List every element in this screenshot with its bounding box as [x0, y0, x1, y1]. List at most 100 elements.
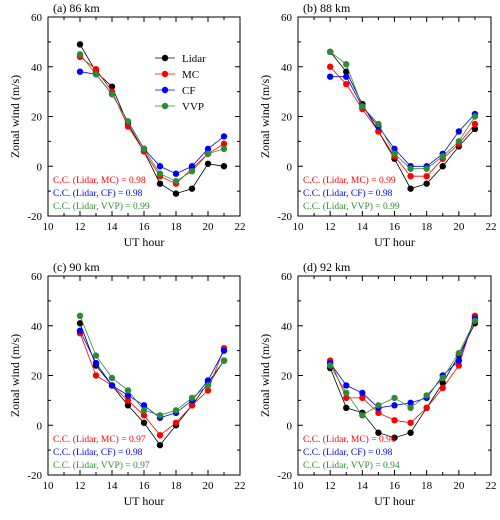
- x-tick-label: 10: [293, 221, 305, 233]
- series-line-vvp: [79, 315, 225, 416]
- series-line-mc: [79, 56, 225, 185]
- y-tick-label: 60: [31, 271, 43, 283]
- data-point-vvp: [423, 392, 430, 399]
- data-point-vvp: [220, 357, 228, 364]
- data-point-vvp: [359, 103, 366, 110]
- data-point-lidar: [172, 190, 180, 197]
- data-point-mc: [343, 394, 350, 402]
- data-point-lidar: [407, 429, 414, 436]
- x-axis-label: UT hour: [374, 494, 415, 508]
- data-point-mc: [343, 80, 350, 88]
- x-axis-label: UT hour: [124, 235, 165, 249]
- data-point-mc: [375, 128, 382, 135]
- data-point-vvp: [343, 61, 350, 68]
- x-tick-label: 12: [325, 480, 336, 492]
- data-point-vvp: [124, 118, 132, 125]
- data-point-vvp: [188, 168, 196, 175]
- data-point-lidar: [375, 429, 382, 436]
- x-tick-label: 18: [171, 480, 183, 492]
- legend-marker: [161, 102, 169, 110]
- x-tick-label: 16: [139, 221, 151, 233]
- series-line-cf: [329, 318, 476, 409]
- data-point-mc: [188, 402, 196, 409]
- data-point-vvp: [76, 51, 84, 58]
- data-point-cf: [343, 73, 350, 80]
- y-axis-label: Zonal wind (m/s): [8, 75, 22, 158]
- data-point-cf: [326, 73, 334, 80]
- x-axis-label: UT hour: [374, 235, 415, 249]
- data-point-lidar: [220, 163, 228, 170]
- data-point-lidar: [76, 41, 84, 48]
- correlation-annotation: C.C. (Lidar, VVP) = 0.99: [53, 201, 150, 212]
- data-point-cf: [140, 402, 148, 409]
- y-tick-label: 60: [31, 12, 43, 24]
- data-point-mc: [391, 417, 398, 424]
- x-tick-label: 22: [235, 480, 246, 492]
- x-tick-label: 12: [325, 221, 336, 233]
- data-point-cf: [156, 163, 164, 170]
- data-point-vvp: [326, 362, 334, 369]
- data-point-vvp: [204, 150, 212, 158]
- legend-marker: [161, 54, 169, 62]
- data-point-lidar: [124, 402, 132, 409]
- series-line-mc: [79, 333, 225, 436]
- data-point-vvp: [343, 389, 350, 397]
- data-point-vvp: [188, 394, 196, 402]
- panel-3: 10 12 14 16 18 20 22 -20 0 20 40 60 (c) 90 km UT hour…: [8, 260, 246, 508]
- data-point-vvp: [471, 317, 479, 324]
- data-point-cf: [92, 359, 100, 367]
- x-tick-label: 14: [357, 221, 369, 233]
- y-axis-label: Zonal wind (m/s): [8, 334, 22, 417]
- y-tick-label: -20: [27, 470, 42, 482]
- data-point-vvp: [92, 71, 100, 78]
- data-point-vvp: [156, 170, 164, 177]
- y-tick-label: 40: [281, 321, 293, 333]
- series-line-vvp: [329, 51, 476, 170]
- data-point-lidar: [76, 320, 84, 327]
- data-point-vvp: [439, 153, 446, 160]
- data-point-mc: [423, 173, 430, 180]
- x-tick-label: 22: [486, 221, 497, 233]
- series-line-vvp: [79, 54, 225, 182]
- data-point-vvp: [391, 394, 398, 402]
- panel-1: 10 12 14 16 18 20 22 -20 0 20 40 60 (a) 86 km UT hour…: [8, 1, 246, 249]
- data-point-cf: [455, 128, 463, 135]
- y-tick-label: 20: [281, 371, 293, 383]
- data-point-cf: [204, 145, 212, 153]
- plot-frame: [297, 275, 492, 476]
- y-tick-label: 0: [287, 420, 293, 432]
- data-point-vvp: [407, 165, 414, 172]
- x-axis-label: UT hour: [124, 494, 165, 508]
- data-point-mc: [156, 432, 164, 439]
- y-tick-label: 40: [31, 321, 43, 333]
- y-tick-label: 20: [31, 371, 43, 383]
- y-tick-label: 60: [281, 12, 293, 24]
- x-tick-label: 20: [453, 221, 465, 233]
- x-tick-label: 14: [357, 480, 369, 492]
- data-point-mc: [439, 384, 446, 392]
- data-point-vvp: [375, 120, 382, 128]
- data-point-vvp: [140, 407, 148, 414]
- series-line-lidar: [329, 51, 476, 190]
- x-tick-label: 12: [75, 480, 86, 492]
- data-point-vvp: [76, 312, 84, 319]
- data-point-mc: [172, 419, 180, 426]
- data-point-lidar: [108, 83, 116, 90]
- data-point-mc: [92, 372, 100, 379]
- y-tick-label: 0: [37, 161, 43, 173]
- plot-frame: [47, 275, 241, 476]
- y-tick-label: 20: [281, 112, 293, 124]
- y-tick-label: 0: [37, 420, 43, 432]
- correlation-annotation: C.C. (Lidar, CF) = 0.98: [303, 447, 393, 458]
- data-point-cf: [76, 327, 84, 334]
- correlation-annotation: C.C. (Lidar, MC) = 0.97: [53, 434, 146, 445]
- data-point-cf: [391, 402, 398, 409]
- data-point-vvp: [172, 407, 180, 414]
- panel-4: 10 12 14 16 18 20 22 -20 0 20 40 60 (d) 92 km UT hour…: [258, 260, 497, 508]
- series-line-mc: [329, 66, 476, 177]
- series-line-lidar: [79, 44, 225, 195]
- data-point-mc: [375, 409, 382, 417]
- data-point-vvp: [172, 177, 180, 185]
- data-point-mc: [140, 412, 148, 419]
- x-tick-label: 10: [43, 221, 55, 233]
